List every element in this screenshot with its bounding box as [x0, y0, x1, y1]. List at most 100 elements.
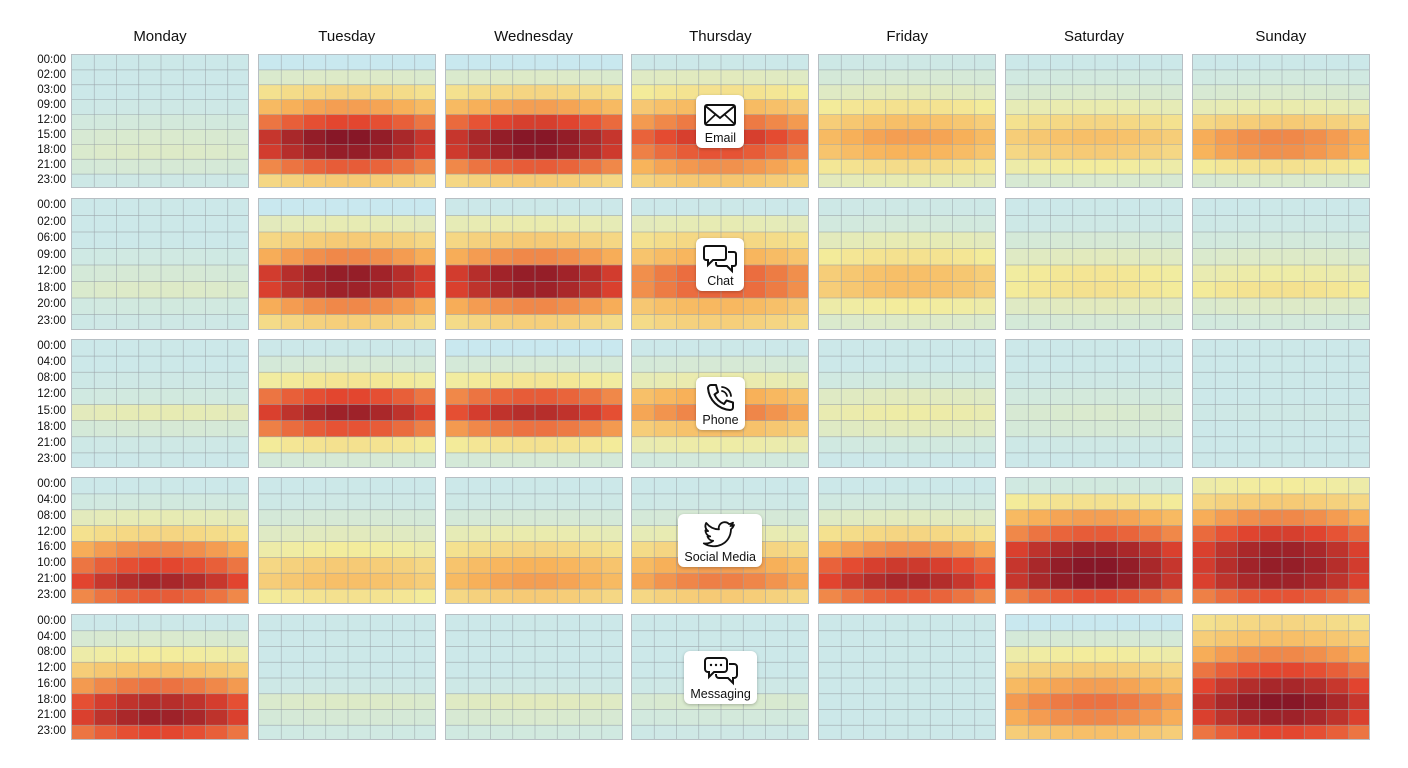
heatmap-cell	[183, 404, 206, 422]
heatmap-cell	[490, 144, 513, 160]
heatmap-cell	[765, 340, 789, 357]
heatmap-cell	[1161, 314, 1182, 329]
heatmap-cell	[1006, 436, 1029, 454]
heatmap-cell	[930, 509, 954, 527]
heatmap-cell	[325, 589, 349, 603]
heatmap-cell	[632, 388, 656, 405]
heatmap-cell	[347, 159, 371, 175]
heatmap-cell	[303, 265, 327, 282]
heatmap-cell	[1050, 452, 1074, 467]
heatmap-cell	[632, 678, 656, 695]
heatmap-cell	[863, 248, 887, 266]
y-tick-label: 23:00	[37, 725, 66, 738]
heatmap-cell	[1161, 281, 1182, 299]
heatmap-cell	[490, 541, 513, 558]
heatmap-cell	[1281, 99, 1305, 116]
heatmap-cell	[1348, 174, 1369, 187]
heatmap-cell	[601, 509, 622, 527]
heatmap-cell	[1304, 298, 1327, 315]
heatmap-cell	[534, 630, 558, 647]
heatmap-cell	[743, 174, 767, 187]
heatmap-cell	[512, 678, 536, 695]
heatmap-cell	[699, 69, 722, 86]
heatmap-cell	[1281, 372, 1305, 389]
heatmap-cell	[908, 452, 931, 467]
heatmap-cell	[392, 314, 416, 329]
heatmap-cell	[1326, 420, 1350, 438]
heatmap-cell	[1348, 573, 1369, 590]
heatmap-cell	[445, 99, 469, 116]
heatmap-cell	[556, 662, 580, 679]
heatmap-cell	[227, 298, 248, 315]
heatmap-cell	[1192, 215, 1216, 233]
heatmap-cell	[414, 420, 435, 438]
heatmap-cell	[654, 693, 678, 710]
heatmap-cell	[1326, 99, 1350, 116]
heatmap-cell	[116, 420, 140, 438]
heatmap-cell	[303, 693, 327, 710]
heatmap-cell	[632, 215, 656, 233]
heatmap-cell	[205, 159, 229, 175]
heatmap-cell	[370, 232, 393, 249]
heatmap-cell	[161, 452, 184, 467]
heatmap-cell	[303, 174, 327, 187]
heatmap-cell	[1028, 281, 1051, 299]
heatmap-cell	[819, 525, 842, 542]
heatmap-cell	[94, 388, 117, 405]
heatmap-cell	[863, 589, 887, 603]
heatmap-cell	[556, 372, 580, 389]
heatmap-cell	[258, 199, 282, 216]
heatmap-cell	[1117, 709, 1140, 726]
y-tick-label: 02:00	[37, 69, 66, 82]
heatmap-cell	[303, 725, 327, 739]
heatmap-cell	[512, 541, 536, 558]
heatmap-cell	[863, 340, 887, 357]
heatmap-cell	[1215, 281, 1238, 299]
heatmap-cell	[258, 693, 282, 710]
heatmap-cell	[1095, 630, 1118, 647]
heatmap-cell	[281, 356, 304, 373]
heatmap-cell	[743, 493, 767, 511]
heatmap-cell	[1117, 589, 1140, 603]
heatmap-cell	[556, 248, 580, 266]
heatmap-cell	[952, 436, 976, 454]
heatmap-cell	[863, 493, 887, 511]
heatmap-cell	[1304, 509, 1327, 527]
heatmap-cell	[788, 630, 809, 647]
heatmap-cell	[819, 215, 842, 233]
heatmap-cell	[94, 372, 117, 389]
heatmap-cell	[370, 452, 393, 467]
heatmap-cell	[788, 615, 809, 632]
heatmap-cell	[116, 265, 140, 282]
heatmap-cell	[303, 541, 327, 558]
heatmap-cell	[601, 662, 622, 679]
heatmap-cell	[161, 646, 184, 663]
heatmap-cell	[512, 630, 536, 647]
heatmap-cell	[1237, 281, 1261, 299]
heatmap-cell	[281, 215, 304, 233]
heatmap-cell	[467, 84, 491, 101]
heatmap-cell	[227, 709, 248, 726]
heatmap-cell	[258, 420, 282, 438]
heatmap-cell	[227, 525, 248, 542]
heatmap-cell	[974, 509, 996, 527]
heatmap-cell	[1072, 281, 1096, 299]
heatmap-cell	[819, 404, 842, 422]
heatmap-cell	[1259, 493, 1283, 511]
heatmap-cell	[676, 298, 700, 315]
heatmap-cell	[1095, 84, 1118, 101]
heatmap-cell	[94, 281, 117, 299]
heatmap-cell	[1139, 646, 1163, 663]
heatmap-cell	[467, 615, 491, 632]
heatmap-cell	[1192, 144, 1216, 160]
heatmap-cell	[370, 99, 393, 116]
heatmap-cell	[885, 314, 909, 329]
heatmap-cell	[303, 372, 327, 389]
heatmap-cell	[1117, 662, 1140, 679]
heatmap-cell	[347, 314, 371, 329]
heatmap-cell	[138, 725, 162, 739]
heatmap-cell	[94, 662, 117, 679]
heatmap-cell	[654, 452, 678, 467]
heatmap-cell	[490, 420, 513, 438]
heatmap-cell	[1348, 248, 1369, 266]
